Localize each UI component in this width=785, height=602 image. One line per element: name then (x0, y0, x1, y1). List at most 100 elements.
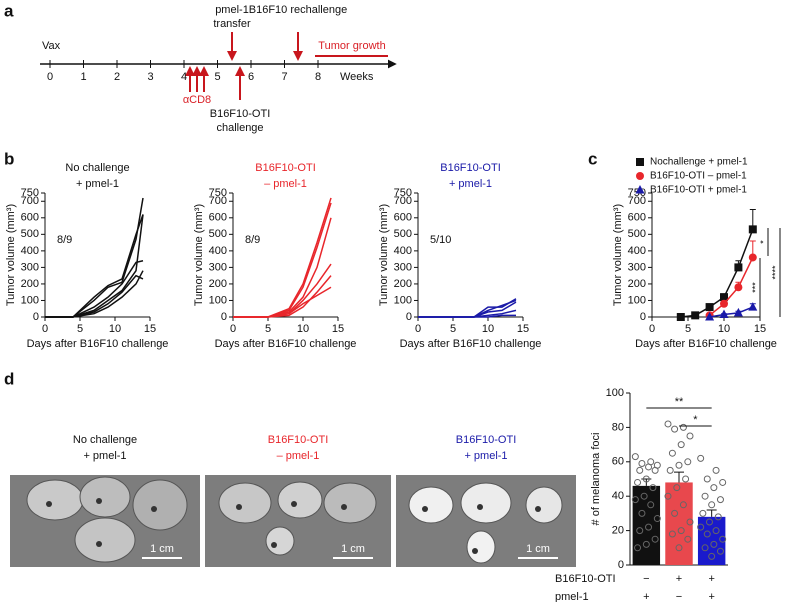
growth-label: Tumor growth (318, 40, 385, 52)
timeline-unit: Weeks (340, 71, 374, 83)
data-point (642, 540, 650, 548)
x-tick-label: 10 (482, 323, 494, 335)
data-point (712, 466, 720, 474)
data-point (636, 527, 644, 535)
significance-label: **** (770, 265, 780, 280)
data-point (677, 527, 685, 535)
panel-label: a (4, 1, 14, 20)
data-point (640, 492, 648, 500)
x-tick-label: 10 (297, 323, 309, 335)
y-tick-label: 400 (628, 245, 646, 257)
tumor-foci (96, 541, 102, 547)
y-tick-label: 200 (628, 278, 646, 290)
annotation: 8/9 (57, 234, 72, 246)
series-line (45, 260, 144, 318)
legend-marker (635, 185, 645, 194)
timeline-tick-label: 5 (214, 71, 220, 83)
data-point (705, 518, 713, 526)
tumor-foci (96, 498, 102, 504)
antibody-label: αCD8 (183, 94, 211, 106)
photo-title: + pmel-1 (464, 450, 507, 462)
y-tick-label: 200 (21, 278, 39, 290)
y-tick-label: 500 (394, 228, 412, 240)
photo-title: B16F10-OTI (456, 434, 517, 446)
photo-title: No challenge (73, 434, 137, 446)
y-tick-label: 400 (209, 245, 227, 257)
tumor-foci (291, 501, 297, 507)
data-point (671, 425, 679, 433)
tumor-foci (271, 542, 277, 548)
data-point (634, 478, 642, 486)
table-cell: + (708, 573, 714, 585)
y-tick-label: 300 (21, 261, 39, 273)
lung-lobe (79, 476, 131, 518)
y-tick-label: 100 (21, 294, 39, 306)
y-tick-label: 700 (628, 195, 646, 207)
lung-lobe (265, 526, 295, 556)
data-point (645, 523, 653, 531)
significance-label: * (758, 240, 768, 244)
series-line (233, 217, 332, 318)
y-tick-label: 600 (628, 212, 646, 224)
y-axis-label: # of melanoma foci (590, 433, 602, 526)
table-cell: − (676, 591, 682, 602)
x-tick-label: 10 (109, 323, 121, 335)
timeline-tick-label: 0 (47, 71, 53, 83)
data-point (684, 458, 692, 466)
data-point (649, 484, 657, 492)
y-tick-label: 700 (394, 195, 412, 207)
tumor-foci (422, 506, 428, 512)
data-point (697, 454, 705, 462)
data-point (686, 432, 694, 440)
y-tick-label: 0 (33, 311, 39, 323)
marker (748, 225, 757, 234)
marker (748, 302, 758, 311)
y-tick-label: 80 (612, 421, 624, 433)
table-cell: + (708, 591, 714, 602)
y-tick-label: 100 (606, 387, 624, 399)
data-point (668, 449, 676, 457)
scale-label: 1 cm (526, 543, 550, 555)
series-line (680, 229, 754, 318)
y-tick-label: 500 (21, 228, 39, 240)
y-tick-label: 20 (612, 525, 624, 537)
challenge-label: challenge (216, 122, 263, 134)
data-point (686, 518, 694, 526)
annotation: 5/10 (430, 234, 451, 246)
data-point (653, 515, 661, 523)
legend-marker (636, 172, 644, 180)
legend-label: B16F10-OTI – pmel-1 (650, 171, 747, 182)
data-point (675, 461, 683, 469)
data-point (701, 544, 709, 552)
marker (719, 309, 729, 319)
y-axis-label: Tumor volume (mm³) (612, 204, 624, 306)
y-tick-label: 40 (612, 490, 624, 502)
series-line (233, 263, 332, 318)
tumor-foci (151, 506, 157, 512)
y-tick-label: 200 (209, 278, 227, 290)
x-tick-label: 5 (265, 323, 271, 335)
data-point (699, 509, 707, 517)
chart-title: No challenge (65, 162, 129, 174)
panel-label: d (4, 369, 14, 388)
transfer-label: transfer (213, 18, 251, 30)
data-point (710, 484, 718, 492)
scale-label: 1 cm (150, 543, 174, 555)
marker (676, 313, 685, 321)
y-tick-label: 100 (394, 294, 412, 306)
y-tick-label: 300 (394, 261, 412, 273)
data-point (631, 496, 639, 504)
antibody-arrows (185, 32, 388, 100)
data-point (664, 420, 672, 428)
x-tick-label: 5 (77, 323, 83, 335)
y-tick-label: 0 (221, 311, 227, 323)
table-row-label: B16F10-OTI (555, 573, 616, 585)
table-cell: − (643, 573, 649, 585)
series-line (45, 274, 144, 318)
x-tick-label: 0 (415, 323, 421, 335)
y-tick-label: 750 (394, 187, 412, 199)
photo-title: B16F10-OTI (268, 434, 329, 446)
marker (720, 299, 728, 308)
data-point (679, 423, 687, 431)
data-point (636, 466, 644, 474)
